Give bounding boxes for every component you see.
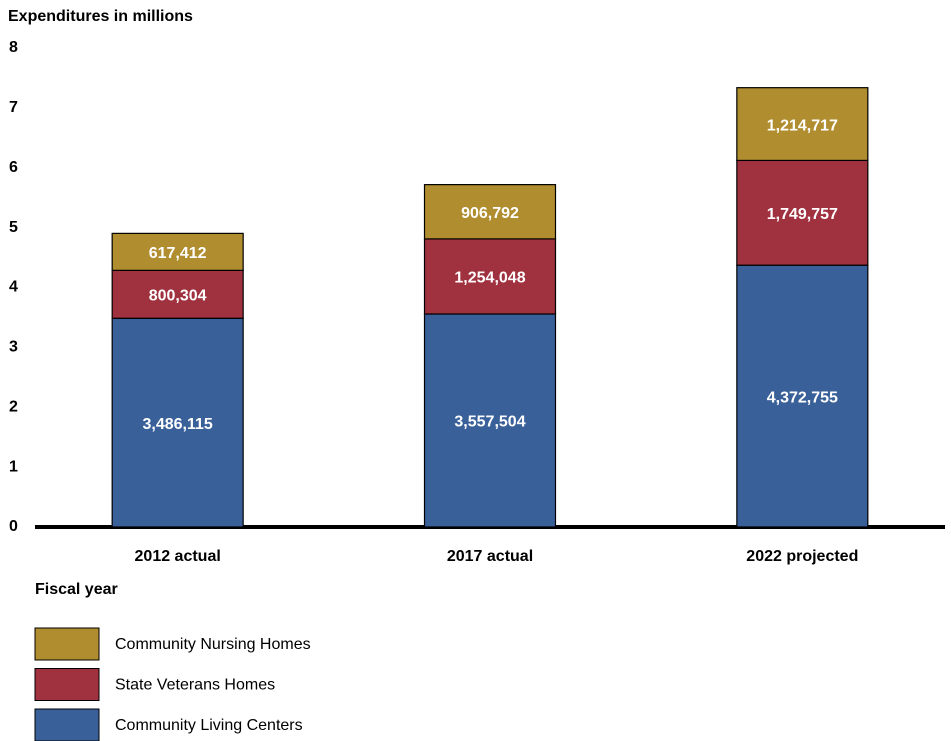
bar-segment [423, 184, 557, 240]
x-tick-label: 2012 actual [135, 548, 221, 565]
data-label: 906,792 [461, 205, 519, 222]
y-tick-label: 2 [9, 398, 18, 415]
legend-label: State Veterans Homes [115, 677, 275, 694]
data-label: 4,372,755 [767, 389, 838, 406]
y-tick-label: 6 [9, 159, 18, 176]
legend-label: Community Nursing Homes [115, 636, 311, 653]
data-label: 1,214,717 [767, 117, 838, 134]
y-tick-label: 0 [9, 518, 18, 535]
y-tick-label: 8 [9, 39, 18, 56]
bar-segment [736, 264, 869, 528]
data-label: 3,486,115 [143, 416, 213, 433]
x-tick-label: 2017 actual [447, 548, 533, 565]
y-tick-label: 4 [9, 279, 18, 296]
data-label: 1,254,048 [454, 270, 525, 287]
bar-segment [423, 313, 557, 528]
data-label: 1,749,757 [767, 206, 838, 223]
y-tick-label: 3 [9, 339, 18, 356]
legend-swatch [34, 668, 100, 701]
bar-segment [423, 238, 557, 315]
bar-segment [736, 159, 869, 266]
data-label: 3,557,504 [454, 414, 525, 431]
legend-swatch [34, 627, 100, 661]
bar-segment [111, 269, 244, 319]
x-tick-label: 2022 projected [746, 548, 858, 565]
legend-label: Community Living Centers [115, 717, 303, 734]
y-tick-label: 1 [9, 458, 18, 475]
legend-swatch [34, 708, 100, 741]
bar-segment [111, 232, 244, 271]
x-axis-title: Fiscal year [35, 581, 118, 598]
chart-title: Expenditures in millions [8, 8, 193, 25]
y-tick-label: 7 [9, 99, 18, 116]
data-label: 617,412 [149, 245, 207, 262]
bar-segment [111, 317, 244, 528]
bar-segment [736, 87, 869, 162]
y-tick-label: 5 [9, 219, 18, 236]
data-label: 800,304 [149, 288, 207, 305]
